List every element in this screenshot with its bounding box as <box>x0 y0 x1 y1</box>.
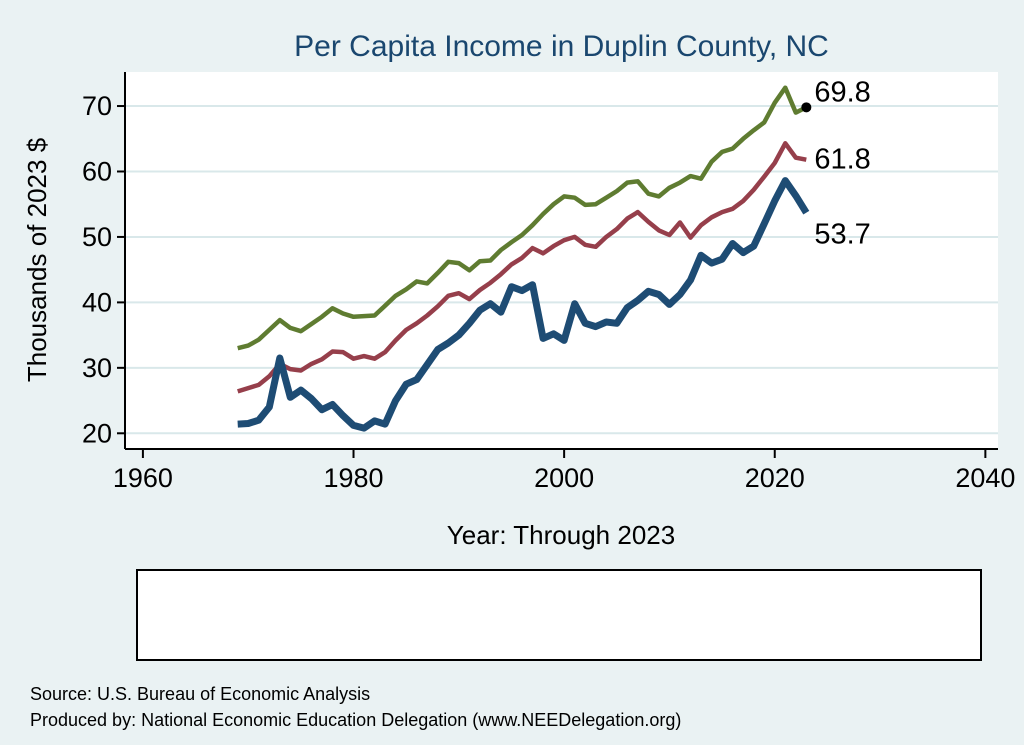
series-line-north-carolina <box>237 141 807 394</box>
end-label-duplin-county: 53.7 <box>814 219 870 251</box>
x-tick-label-2020: 2020 <box>745 463 805 493</box>
y-tick-label-70: 70 <box>82 91 112 121</box>
x-axis-title: Year: Through 2023 <box>447 520 675 550</box>
y-tick-label-40: 40 <box>82 287 112 317</box>
x-tick-label-1980: 1980 <box>323 463 383 493</box>
x-tick-label-2000: 2000 <box>534 463 594 493</box>
y-tick-label-60: 60 <box>82 156 112 186</box>
source-note: Source: U.S. Bureau of Economic Analysis <box>30 684 371 704</box>
series-lines <box>237 85 810 432</box>
tick-marks-and-labels: 20 30 40 50 60 70 1960 1980 2000 2020 2040 <box>82 91 1015 493</box>
end-label-north-carolina: 61.8 <box>814 144 870 176</box>
legend-box: Duplin County (53.7) North Carolina (61.… <box>136 569 982 661</box>
series-end-labels: 69.8 61.8 53.7 <box>801 76 871 251</box>
series-line-united-states <box>237 85 808 351</box>
end-label-united-states: 69.8 <box>814 76 870 108</box>
axes <box>124 72 998 450</box>
series-line-duplin-county <box>237 177 810 432</box>
plot-area-svg: 20 30 40 50 60 70 1960 1980 2000 2020 2040 69.8 61.… <box>22 72 1015 550</box>
y-tick-label-20: 20 <box>82 418 112 448</box>
end-dot-united-states <box>801 102 812 113</box>
y-tick-label-30: 30 <box>82 353 112 383</box>
y-axis-title: Thousands of 2023 $ <box>22 137 52 382</box>
produced-by-note: Produced by: National Economic Education… <box>30 710 682 730</box>
chart-title: Per Capita Income in Duplin County, NC <box>294 30 829 63</box>
gridlines <box>125 105 998 435</box>
y-tick-label-50: 50 <box>82 222 112 252</box>
x-tick-label-2040: 2040 <box>955 463 1015 493</box>
x-tick-label-1960: 1960 <box>113 463 173 493</box>
plot-background <box>125 72 998 449</box>
